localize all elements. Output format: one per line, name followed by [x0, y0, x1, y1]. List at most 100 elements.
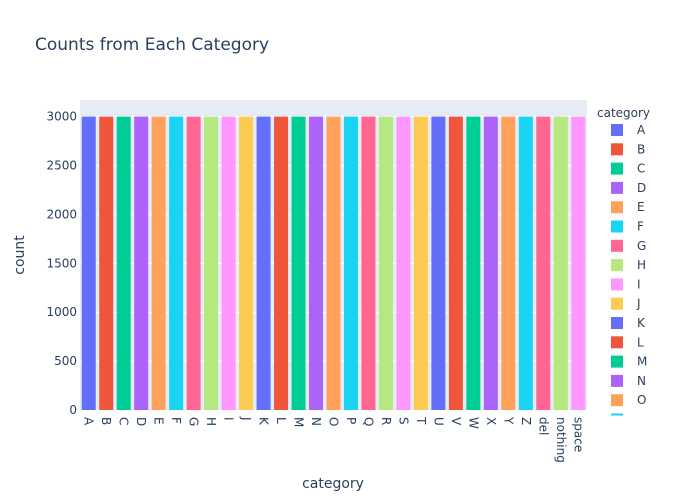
legend-swatch — [611, 297, 623, 310]
bar-F — [169, 116, 184, 411]
y-tick-label: 2500 — [46, 159, 77, 173]
legend-swatch — [611, 355, 623, 368]
bar-A — [81, 116, 96, 411]
x-tick-label: X — [484, 417, 498, 425]
x-tick-label: S — [396, 417, 410, 425]
legend-swatch — [611, 201, 623, 214]
bar-M — [291, 116, 306, 411]
bar-R — [378, 116, 393, 411]
legend-swatch — [611, 374, 623, 387]
legend-swatch — [611, 394, 623, 407]
bar-D — [134, 116, 149, 411]
legend-label: G — [637, 239, 646, 253]
bar-P — [343, 116, 358, 411]
x-tick-label: C — [117, 417, 131, 425]
legend-swatch-clipped — [611, 413, 623, 416]
x-tick-label: M — [292, 417, 306, 427]
x-tick-label: W — [466, 417, 480, 429]
x-tick-label: I — [222, 417, 236, 421]
x-tick-label: Z — [519, 417, 533, 425]
bar-space — [571, 116, 586, 411]
bar-nothing — [553, 116, 568, 411]
legend-swatch — [611, 336, 623, 349]
x-tick-label: O — [327, 417, 341, 426]
x-tick-label: N — [309, 417, 323, 426]
x-tick-label: P — [344, 417, 358, 424]
legend-label: L — [637, 335, 644, 349]
legend-swatch — [611, 278, 623, 291]
y-tick-label: 500 — [54, 354, 77, 368]
legend-swatch — [611, 220, 623, 233]
y-tick-label: 2000 — [46, 207, 77, 221]
x-tick-label: R — [379, 417, 393, 425]
x-tick-label: F — [169, 417, 183, 424]
x-tick-label: U — [431, 417, 445, 426]
legend-label: H — [637, 258, 646, 272]
bar-T — [413, 116, 428, 411]
bars — [81, 116, 586, 411]
bar-S — [396, 116, 411, 411]
x-tick-label: B — [99, 417, 113, 425]
x-tick-label: Y — [501, 416, 515, 425]
bar-J — [239, 116, 254, 411]
legend-label: D — [637, 181, 646, 195]
bar-B — [99, 116, 114, 411]
legend-swatch — [611, 124, 623, 136]
x-tick-label: A — [82, 417, 96, 426]
legend-label: A — [637, 123, 646, 137]
bar-U — [431, 116, 446, 411]
legend-label: J — [636, 297, 641, 311]
bar-del — [536, 116, 551, 411]
bar-H — [204, 116, 219, 411]
bar-Q — [361, 116, 376, 411]
x-tick-label: E — [152, 417, 166, 425]
x-axis-title: category — [302, 476, 364, 492]
legend-label: E — [637, 200, 645, 214]
legend-label: O — [637, 393, 646, 407]
legend-label: I — [637, 277, 641, 291]
legend-swatch — [611, 317, 623, 329]
bar-G — [186, 116, 201, 411]
legend-swatch — [611, 181, 623, 194]
y-tick-label: 3000 — [46, 110, 77, 124]
x-tick-label: G — [187, 417, 201, 426]
legend-swatch — [611, 162, 623, 175]
bar-V — [448, 116, 463, 411]
bar-E — [151, 116, 166, 411]
bar-K — [256, 116, 271, 411]
x-tick-label: space — [571, 417, 585, 452]
legend-swatch — [611, 143, 623, 156]
x-tick-label: K — [257, 417, 271, 426]
bar-L — [274, 116, 289, 411]
chart-title: Counts from Each Category — [35, 35, 269, 55]
legend-label: B — [637, 142, 645, 156]
legend-label: N — [637, 374, 646, 388]
y-axis-ticks: 0 500 1000 1500 2000 2500 3000 — [46, 110, 77, 417]
x-tick-label: Q — [361, 417, 375, 426]
bar-N — [309, 116, 324, 411]
x-tick-label: V — [449, 417, 463, 426]
y-tick-label: 1000 — [46, 305, 77, 319]
x-tick-label: del — [536, 417, 550, 435]
legend-label: M — [637, 355, 647, 369]
bar-O — [326, 116, 341, 411]
x-tick-label: nothing — [554, 417, 568, 463]
y-tick-label: 0 — [69, 403, 77, 417]
bar-Z — [518, 116, 533, 411]
x-tick-label: L — [274, 417, 288, 424]
x-tick-label: D — [134, 417, 148, 426]
bar-Y — [501, 116, 516, 411]
x-tick-label: J — [239, 416, 253, 421]
y-axis-title: count — [12, 235, 28, 275]
legend-label: K — [637, 316, 646, 330]
x-tick-label: T — [414, 416, 428, 425]
bar-X — [483, 116, 498, 411]
legend-title: category — [597, 106, 650, 120]
bar-I — [221, 116, 236, 411]
bar-W — [466, 116, 481, 411]
legend-swatch — [611, 239, 623, 252]
legend-swatch — [611, 259, 623, 272]
